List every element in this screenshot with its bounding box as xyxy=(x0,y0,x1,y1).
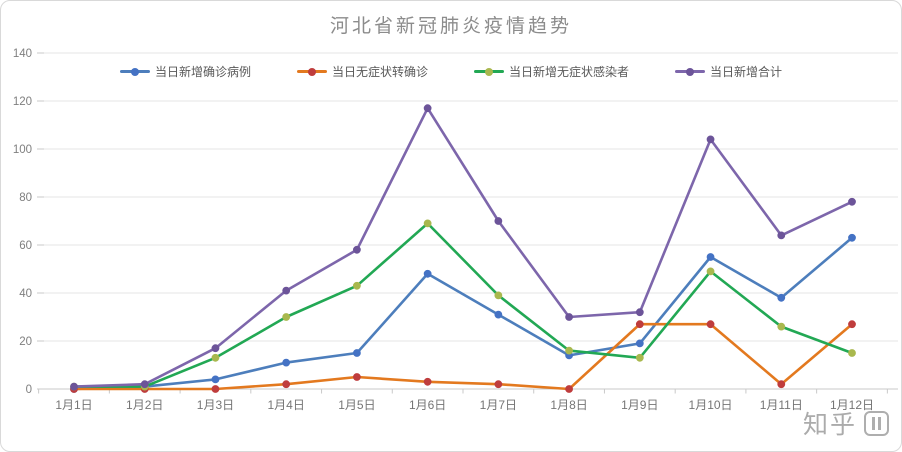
data-point-s1-2 xyxy=(211,385,220,393)
data-point-s2-3 xyxy=(282,313,291,321)
x-axis-label: 1月2日 xyxy=(126,398,163,412)
legend-marker-icon xyxy=(474,67,504,76)
x-axis-label: 1月10日 xyxy=(689,398,733,412)
data-point-s2-9 xyxy=(706,267,715,276)
legend-label: 当日新增确诊病例 xyxy=(154,65,251,79)
legend-item-3: 当日新增合计 xyxy=(675,63,782,80)
y-axis-label: 60 xyxy=(19,240,32,252)
legend-label: 当日新增合计 xyxy=(710,65,783,79)
x-axis-label: 1月11日 xyxy=(760,398,803,412)
x-axis-label: 1月1日 xyxy=(55,398,92,412)
data-point-s0-4 xyxy=(353,349,361,357)
data-point-s2-10 xyxy=(777,322,786,331)
legend-item-0: 当日新增确诊病例 xyxy=(119,63,251,80)
data-point-s1-11 xyxy=(848,320,856,329)
x-axis-label: 1月8日 xyxy=(550,398,587,412)
y-axis-label: 140 xyxy=(13,48,32,60)
legend-marker-icon xyxy=(119,67,150,76)
series-line-1 xyxy=(72,322,854,391)
data-point-s0-11 xyxy=(848,233,856,242)
data-point-s0-3 xyxy=(282,358,291,367)
data-point-s0-5 xyxy=(423,269,432,278)
x-axis-label: 1月4日 xyxy=(268,398,305,412)
data-point-s2-2 xyxy=(211,353,220,362)
zhihu-watermark: 知乎 xyxy=(803,405,889,441)
data-point-s0-2 xyxy=(211,375,220,384)
series-line-3 xyxy=(72,106,854,388)
x-axis-label: 1月3日 xyxy=(197,398,234,412)
x-axis-label: 1月7日 xyxy=(480,398,517,412)
data-point-s3-6 xyxy=(494,217,503,225)
y-axis-label: 0 xyxy=(26,384,32,396)
data-point-s2-5 xyxy=(423,219,432,228)
data-point-s0-9 xyxy=(706,253,715,261)
x-axis-label: 1月5日 xyxy=(338,398,375,412)
data-point-s3-8 xyxy=(635,308,644,317)
legend-label: 当日无症状转确诊 xyxy=(331,65,428,79)
data-point-s3-1 xyxy=(140,380,149,389)
legend-item-1: 当日无症状转确诊 xyxy=(296,63,428,80)
data-point-s1-10 xyxy=(777,380,786,389)
chart-legend: 当日新增确诊病例 当日无症状转确诊 当日新增无症状感染者 当日新增合计 xyxy=(1,63,901,80)
data-point-s1-9 xyxy=(706,320,715,329)
watermark-text: 知乎 xyxy=(802,411,857,439)
data-point-s0-8 xyxy=(635,339,644,348)
legend-marker-icon xyxy=(675,67,706,76)
x-axis-label: 1月12日 xyxy=(830,398,874,412)
data-point-s0-10 xyxy=(777,293,786,302)
series-line-2 xyxy=(72,222,854,388)
y-axis-label: 100 xyxy=(13,144,32,156)
data-point-s2-4 xyxy=(353,281,361,290)
legend-item-2: 当日新增无症状感染者 xyxy=(474,63,629,80)
data-point-s0-6 xyxy=(494,310,503,319)
data-point-s3-10 xyxy=(777,231,786,240)
data-point-s1-4 xyxy=(353,373,361,381)
legend-marker-icon xyxy=(296,67,327,76)
data-point-s2-7 xyxy=(565,346,573,355)
x-axis-label: 1月9日 xyxy=(621,398,658,412)
data-point-s3-0 xyxy=(70,382,78,391)
y-axis-label: 20 xyxy=(19,336,32,348)
data-point-s3-7 xyxy=(565,313,573,321)
data-point-s3-9 xyxy=(706,135,715,144)
data-point-s2-11 xyxy=(848,349,856,357)
data-point-s3-2 xyxy=(211,344,220,353)
legend-label: 当日新增无症状感染者 xyxy=(509,65,630,79)
data-point-s3-5 xyxy=(423,104,432,113)
y-axis-label: 80 xyxy=(19,192,32,204)
series-line-0 xyxy=(72,236,854,391)
data-point-s3-11 xyxy=(848,197,856,206)
zhihu-logo-icon xyxy=(864,410,889,436)
data-point-s3-3 xyxy=(282,286,291,295)
data-point-s2-6 xyxy=(494,291,503,300)
data-point-s1-5 xyxy=(423,377,432,386)
data-point-s1-3 xyxy=(282,380,291,389)
y-axis-label: 120 xyxy=(13,96,32,108)
data-point-s1-7 xyxy=(565,385,573,393)
x-axis-label: 1月6日 xyxy=(409,398,446,412)
data-point-s1-8 xyxy=(635,320,644,329)
data-point-s1-6 xyxy=(494,380,503,389)
data-point-s3-4 xyxy=(353,245,361,254)
y-axis-label: 40 xyxy=(19,288,32,300)
data-point-s2-8 xyxy=(635,353,644,362)
